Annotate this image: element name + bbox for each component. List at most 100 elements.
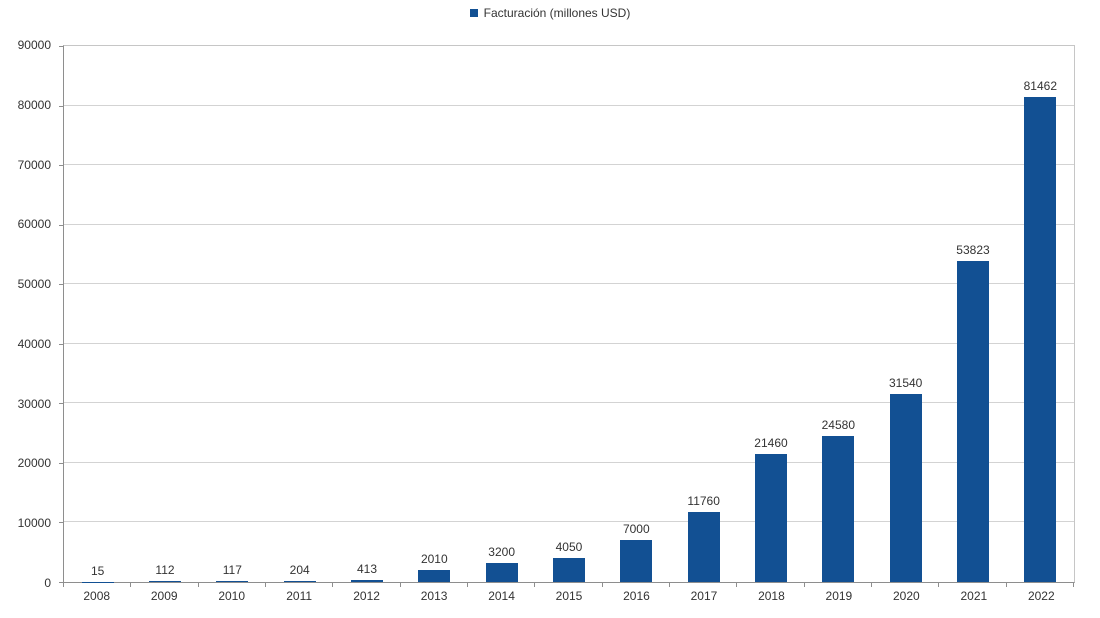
x-axis-tick xyxy=(669,583,670,587)
bar-column: 31540 xyxy=(872,46,939,582)
bar-value-label: 112 xyxy=(155,563,175,578)
x-axis-tick xyxy=(399,583,401,587)
bar xyxy=(283,580,316,582)
bar-value-label: 413 xyxy=(356,561,377,576)
bar-column: 53823 xyxy=(939,46,1006,582)
x-axis-label: 2010 xyxy=(218,589,246,603)
bar xyxy=(148,581,181,582)
bar-column: 4050 xyxy=(535,46,602,582)
bar xyxy=(350,579,383,582)
bar-column: 21460 xyxy=(737,46,804,582)
bar-column: 81462 xyxy=(1007,46,1074,582)
x-axis-tick xyxy=(601,583,603,587)
x-axis-tick xyxy=(265,583,266,587)
x-axis-label: 2020 xyxy=(893,589,920,603)
y-axis-tick xyxy=(59,582,63,583)
bar-column: 3200 xyxy=(468,46,535,582)
bar-column: 204 xyxy=(266,46,333,582)
x-axis-tick xyxy=(63,583,64,587)
x-axis-tick xyxy=(467,583,468,587)
bar-value-label: 24580 xyxy=(821,417,855,432)
bar-value-label: 4050 xyxy=(555,539,583,554)
bar-value-label: 11760 xyxy=(687,493,720,508)
bar-column: 15 xyxy=(64,46,131,582)
bar-value-label: 204 xyxy=(289,562,310,577)
x-axis-label: 2012 xyxy=(353,589,380,603)
bar xyxy=(485,562,518,582)
gridline xyxy=(64,164,1074,166)
x-axis-tick xyxy=(130,583,132,587)
y-axis-tick xyxy=(59,105,63,107)
gridline xyxy=(64,402,1074,404)
x-axis-tick xyxy=(803,583,805,587)
x-axis-label: 2013 xyxy=(420,589,448,603)
x-axis-label: 2015 xyxy=(555,589,583,603)
x-axis-label: 2019 xyxy=(825,589,853,603)
bar-value-label: 53823 xyxy=(956,243,990,258)
bar xyxy=(418,570,451,582)
x-axis-label: 2021 xyxy=(960,589,988,603)
legend-label: Facturación (millones USD) xyxy=(483,6,631,20)
y-axis-tick xyxy=(59,403,63,405)
gridline xyxy=(64,342,1074,344)
bar xyxy=(822,435,855,582)
y-axis-labels: 0 10000 20000 30000 40000 50000 60000 70000 8000… xyxy=(0,38,55,590)
bar-value-label: 15 xyxy=(90,563,105,578)
x-axis-tick xyxy=(871,583,872,587)
plot-area: 15 112 117 204 413 2010 3200 4050 7000 11760 21460… xyxy=(59,45,1075,587)
bar-column: 112 xyxy=(131,46,198,582)
y-axis-tick xyxy=(59,343,63,345)
y-axis-label: 80000 xyxy=(17,97,51,112)
y-axis-label: 50000 xyxy=(17,277,51,292)
y-axis-label: 90000 xyxy=(17,38,51,52)
x-axis-label: 2022 xyxy=(1027,589,1055,603)
bar-column: 7000 xyxy=(603,46,670,582)
bar xyxy=(889,394,922,582)
legend-swatch-icon xyxy=(469,9,478,17)
x-axis-label: 2017 xyxy=(690,589,718,603)
bar xyxy=(620,540,653,582)
bar-column: 413 xyxy=(333,46,400,582)
gridline xyxy=(64,461,1074,463)
x-axis-tick xyxy=(736,583,738,587)
x-axis-label: 2011 xyxy=(286,589,313,603)
y-axis-tick xyxy=(59,284,63,286)
y-axis-tick xyxy=(59,46,63,47)
bar-column: 117 xyxy=(199,46,266,582)
x-axis-label: 2016 xyxy=(623,589,650,603)
bar-column: 11760 xyxy=(670,46,737,582)
bar-column: 24580 xyxy=(805,46,872,582)
gridline xyxy=(64,521,1074,523)
x-axis-label: 2008 xyxy=(83,589,111,603)
y-axis-label: 40000 xyxy=(17,336,51,351)
gridline xyxy=(64,104,1074,106)
bar xyxy=(754,454,787,582)
x-axis-tick xyxy=(197,583,199,587)
bar-value-label: 21460 xyxy=(754,436,788,451)
x-axis-label: 2014 xyxy=(488,589,515,603)
bar xyxy=(956,261,989,582)
y-axis-label: 20000 xyxy=(17,456,51,471)
bar-value-label: 81462 xyxy=(1023,78,1057,93)
bar-value-label: 3200 xyxy=(488,544,516,559)
x-axis-tick xyxy=(534,583,536,587)
y-axis-label: 10000 xyxy=(17,516,51,531)
bar xyxy=(552,557,585,582)
x-axis-label: 2018 xyxy=(758,589,785,603)
y-axis-tick xyxy=(59,462,63,464)
x-axis-label: 2009 xyxy=(150,589,178,603)
x-axis-tick xyxy=(1073,583,1074,587)
x-axis-tick xyxy=(1005,583,1007,587)
gridline xyxy=(64,223,1074,225)
x-axis-tick xyxy=(938,583,940,587)
y-axis-label: 0 xyxy=(44,576,51,590)
bar-value-label: 31540 xyxy=(888,376,923,391)
y-axis-tick xyxy=(59,224,63,226)
x-axis-labels: 2008 2009 2010 2011 2012 2013 2014 2015 2016 2017… xyxy=(63,589,1075,603)
bar-value-label: 117 xyxy=(222,563,242,578)
y-axis-label: 30000 xyxy=(17,396,51,411)
chart-legend: Facturación (millones USD) xyxy=(0,6,1100,20)
bar xyxy=(216,581,249,582)
bar-value-label: 2010 xyxy=(420,552,448,567)
